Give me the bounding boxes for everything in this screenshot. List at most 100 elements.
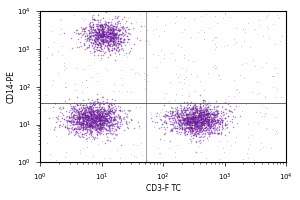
Point — [94, 33, 98, 36]
Point — [189, 126, 194, 130]
Point — [195, 116, 200, 119]
Point — [220, 121, 225, 124]
Point — [98, 34, 102, 37]
Point — [193, 120, 198, 123]
Point — [119, 120, 124, 123]
Point — [192, 120, 197, 123]
Point — [98, 118, 103, 121]
Point — [86, 109, 91, 112]
Point — [78, 149, 83, 152]
Point — [97, 121, 101, 125]
Point — [88, 123, 93, 126]
Point — [112, 25, 117, 28]
Point — [101, 109, 106, 112]
Point — [198, 120, 203, 123]
Point — [194, 130, 198, 133]
Point — [107, 35, 112, 38]
Point — [102, 38, 107, 41]
Point — [99, 28, 104, 31]
Point — [89, 119, 94, 122]
Point — [89, 119, 94, 122]
Point — [122, 112, 127, 115]
Point — [98, 116, 103, 119]
Point — [109, 127, 114, 130]
Point — [90, 130, 94, 133]
Point — [192, 110, 197, 113]
Point — [193, 110, 198, 113]
Point — [274, 129, 279, 132]
Point — [178, 123, 183, 126]
Point — [72, 118, 77, 121]
Point — [101, 101, 106, 104]
Point — [185, 119, 190, 122]
Point — [165, 113, 170, 116]
Point — [95, 117, 100, 121]
Point — [185, 121, 190, 124]
Point — [74, 125, 79, 129]
Point — [81, 112, 86, 115]
Point — [160, 122, 165, 125]
Point — [74, 127, 79, 130]
Point — [103, 34, 108, 37]
Point — [105, 119, 110, 122]
Point — [114, 148, 119, 151]
Point — [185, 108, 190, 111]
Point — [184, 120, 189, 124]
Point — [210, 119, 215, 122]
Point — [206, 121, 211, 125]
Point — [92, 45, 97, 48]
Point — [44, 57, 49, 60]
Point — [172, 118, 177, 121]
Point — [97, 25, 102, 28]
Point — [224, 120, 229, 123]
Point — [181, 17, 186, 20]
Point — [85, 85, 90, 88]
Point — [204, 108, 209, 111]
Point — [199, 129, 204, 132]
Point — [217, 128, 222, 132]
Point — [225, 99, 230, 102]
Point — [100, 34, 105, 37]
Point — [84, 121, 88, 125]
Point — [74, 121, 79, 124]
Point — [101, 25, 106, 28]
Point — [220, 17, 225, 20]
Point — [193, 132, 198, 135]
Point — [63, 86, 68, 89]
Point — [198, 105, 203, 108]
Point — [83, 118, 88, 121]
Point — [187, 121, 192, 124]
Point — [197, 127, 202, 130]
Point — [88, 25, 93, 28]
Point — [100, 39, 105, 42]
Point — [103, 119, 107, 122]
Point — [70, 115, 75, 119]
Point — [78, 102, 83, 106]
Point — [96, 30, 101, 33]
Point — [104, 68, 109, 71]
Point — [190, 130, 195, 133]
Point — [83, 78, 88, 82]
Point — [106, 20, 110, 24]
Point — [114, 45, 119, 48]
Point — [185, 119, 190, 122]
Point — [87, 35, 92, 38]
Point — [99, 100, 104, 103]
Point — [85, 115, 90, 118]
Point — [195, 123, 200, 126]
Point — [83, 119, 88, 123]
Point — [101, 31, 106, 34]
Point — [103, 119, 108, 122]
Point — [107, 129, 112, 132]
Point — [195, 122, 200, 125]
Point — [194, 129, 199, 133]
Point — [197, 139, 202, 143]
Point — [84, 126, 88, 129]
Point — [80, 123, 85, 126]
Point — [87, 125, 92, 128]
Point — [209, 113, 214, 116]
Point — [108, 115, 113, 118]
Point — [106, 104, 110, 108]
Point — [88, 111, 92, 114]
Point — [162, 29, 167, 32]
